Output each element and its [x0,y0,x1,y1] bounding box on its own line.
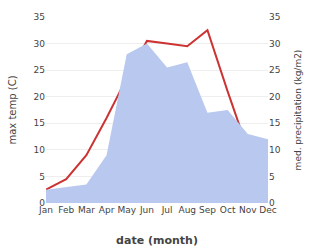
svg-text:Feb: Feb [58,205,74,215]
svg-text:30: 30 [34,39,46,49]
svg-text:Jan: Jan [38,205,53,215]
svg-text:25: 25 [269,65,280,75]
svg-text:Dec: Dec [259,205,276,215]
svg-text:date (month): date (month) [116,234,198,247]
svg-text:Sep: Sep [199,205,216,215]
svg-text:med. precipitation (kg/m2): med. precipitation (kg/m2) [293,50,303,171]
svg-text:35: 35 [34,12,45,22]
svg-text:35: 35 [269,12,280,22]
svg-text:0: 0 [269,198,275,208]
svg-text:30: 30 [269,39,281,49]
svg-text:Mar: Mar [78,205,95,215]
svg-text:Apr: Apr [99,205,115,215]
svg-text:15: 15 [269,118,280,128]
svg-text:Oct: Oct [220,205,236,215]
svg-text:20: 20 [269,92,281,102]
svg-text:May: May [117,205,136,215]
svg-text:10: 10 [269,145,281,155]
svg-text:0: 0 [39,198,45,208]
svg-text:Jun: Jun [139,205,154,215]
svg-text:Aug: Aug [178,205,196,215]
svg-text:max temp (C): max temp (C) [7,75,18,144]
svg-text:25: 25 [34,65,45,75]
svg-text:5: 5 [39,172,45,182]
svg-text:20: 20 [34,92,46,102]
svg-text:15: 15 [34,118,45,128]
svg-text:5: 5 [269,172,275,182]
svg-text:Nov: Nov [239,205,257,215]
svg-text:Jul: Jul [161,205,173,215]
svg-text:10: 10 [34,145,46,155]
